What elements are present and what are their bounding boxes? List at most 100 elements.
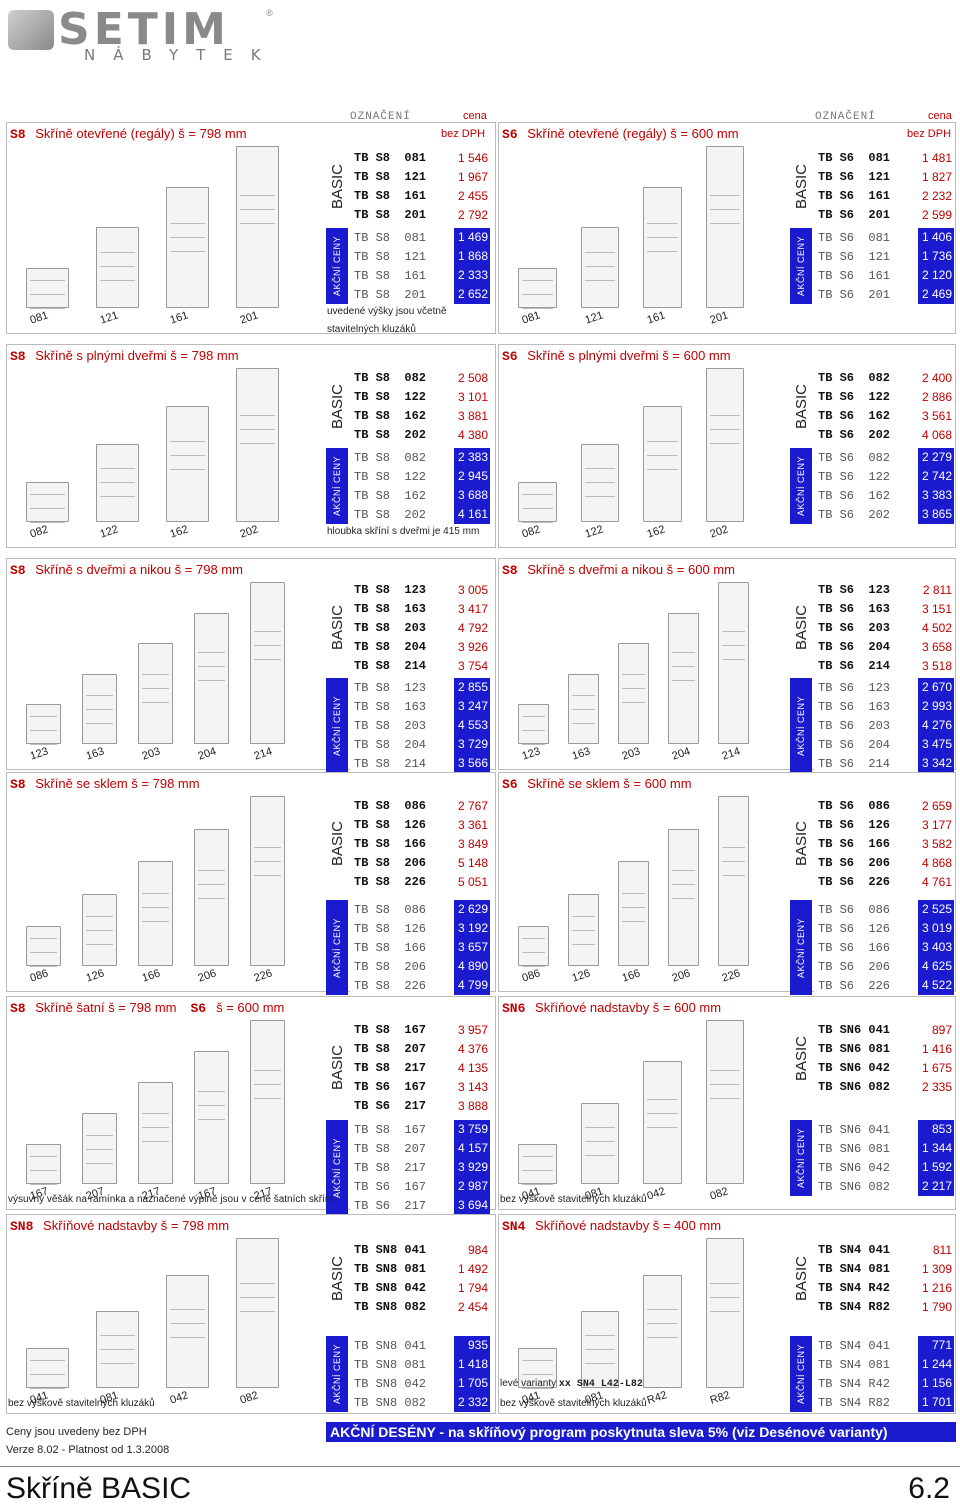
cabinet-drawing [705, 146, 745, 308]
col-header-left: OZNAČENÍ [350, 110, 411, 123]
basic-price-group: BASIC TB S6 086 2 659 TB S6 126 3 177 TB S6 1… [790, 796, 956, 891]
product-code: TB S6 202 [818, 427, 891, 442]
price-value: 3 019 [918, 919, 954, 938]
price-value: 3 729 [454, 735, 490, 754]
price-value: 4 553 [454, 716, 490, 735]
section-title: Skříně otevřené (regály) š = 600 mm [523, 126, 739, 141]
basic-label: BASIC [790, 1020, 812, 1096]
price-value: 2 792 [457, 207, 488, 222]
cabinet-drawing [250, 796, 285, 966]
section-frame [498, 996, 956, 1210]
price-value: 3 566 [454, 754, 490, 773]
product-code: TB S8 123 [354, 582, 427, 597]
price-value: 4 761 [921, 874, 952, 889]
product-code: TB S8 206 [354, 855, 427, 870]
price-value: 4 068 [921, 427, 952, 442]
akcni-label-text: AKČNÍ CENY [796, 1343, 807, 1405]
price-row-akcni: TB SN6 042 1 592 [814, 1158, 954, 1177]
product-code: TB S6 162 [814, 488, 918, 503]
basic-label-text: BASIC [792, 820, 810, 867]
price-row-akcni: TB S8 202 4 161 [350, 505, 490, 524]
product-code: TB S6 082 [814, 450, 918, 465]
price-value: 853 [918, 1120, 954, 1139]
akcni-price-group: AKČNÍ CENY TB S8 086 2 629 TB S8 126 3 192 TB… [326, 900, 492, 995]
price-value: 2 629 [454, 900, 490, 919]
price-row-basic: TB S8 121 1 967 [350, 167, 490, 186]
basic-label-text: BASIC [792, 1035, 810, 1081]
price-value: 3 475 [918, 735, 954, 754]
basic-label: BASIC [790, 368, 812, 444]
section-note: bez výškově stavitelných kluzáků [8, 1398, 155, 1409]
price-value: 3 865 [918, 505, 954, 524]
section-heading: S8 Skříně se sklem š = 798 mm [10, 776, 200, 792]
price-row-akcni: TB S6 163 2 993 [814, 697, 954, 716]
price-row-akcni: TB S6 214 3 342 [814, 754, 954, 773]
section-frame [498, 558, 956, 770]
section-note: bez výškově stavitelných kluzáků [500, 1194, 647, 1205]
product-code: TB SN6 082 [818, 1079, 891, 1094]
cabinet-drawing [26, 268, 70, 308]
product-code: TB SN4 R42 [818, 1280, 891, 1295]
price-value: 2 811 [922, 582, 952, 597]
price-row-akcni: TB S6 086 2 525 [814, 900, 954, 919]
cabinet-drawing [194, 828, 229, 966]
left-variants-note: levé varianty xx SN4 L42-L82 [500, 1378, 643, 1390]
price-row-basic: TB S6 206 4 868 [814, 853, 954, 872]
product-code: TB SN4 R82 [818, 1299, 891, 1314]
akcni-label-text: AKČNÍ CENY [796, 455, 807, 517]
col-header-note-left: bez DPH [441, 128, 485, 140]
price-value: 4 135 [457, 1060, 488, 1075]
price-row-basic: TB S8 204 3 926 [350, 637, 490, 656]
price-row-basic: TB S6 122 2 886 [814, 387, 954, 406]
section-code: S8 [10, 777, 26, 792]
section-frame [498, 344, 956, 548]
basic-price-group: BASIC TB SN8 041 984 TB SN8 081 1 492 TB SN8 … [326, 1240, 492, 1316]
price-value: 3 688 [454, 486, 490, 505]
price-value: 3 658 [921, 639, 952, 654]
cabinet-drawing [643, 1274, 682, 1388]
product-code: TB S8 203 [350, 718, 454, 733]
price-row-akcni: TB S6 162 3 383 [814, 486, 954, 505]
price-value: 1 469 [454, 228, 490, 247]
product-code: TB S8 122 [350, 469, 454, 484]
price-value: 1 156 [918, 1374, 954, 1393]
akcni-price-group: AKČNÍ CENY TB S8 081 1 469 TB S8 121 1 868 TB… [326, 228, 492, 304]
cabinet-drawing [518, 1144, 557, 1184]
cabinet-drawing [705, 1238, 745, 1388]
section-title: Skříňové nadstavby š = 600 mm [531, 1000, 722, 1015]
price-row-basic: TB S8 207 4 376 [350, 1039, 490, 1058]
price-value: 3 561 [921, 408, 952, 423]
akcni-label-text: AKČNÍ CENY [332, 455, 343, 517]
product-code: TB S8 202 [350, 507, 454, 522]
price-row-basic: TB S8 206 5 148 [350, 853, 490, 872]
product-code: TB S8 206 [350, 959, 454, 974]
section-frame [498, 772, 956, 992]
price-value: 771 [918, 1336, 954, 1355]
product-code: TB S8 162 [354, 408, 427, 423]
cabinet-drawing [96, 1311, 140, 1388]
akcni-label-text: AKČNÍ CENY [796, 235, 807, 297]
cabinet-drawing [518, 704, 549, 744]
product-code: TB S6 202 [814, 507, 918, 522]
price-value: 984 [467, 1242, 488, 1257]
section-note-2: stavitelných kluzáků [327, 324, 416, 335]
product-code: TB S6 081 [814, 230, 918, 245]
product-code: TB S6 086 [818, 798, 891, 813]
akcni-label: AKČNÍ CENY [790, 678, 812, 773]
price-row-basic: TB S8 163 3 417 [350, 599, 490, 618]
price-row-akcni: TB S6 166 3 403 [814, 938, 954, 957]
price-row-akcni: TB S8 206 4 890 [350, 957, 490, 976]
price-value: 3 759 [454, 1120, 490, 1139]
price-row-basic: TB S6 217 3 888 [350, 1096, 490, 1115]
basic-label: BASIC [326, 368, 348, 444]
product-code: TB S6 206 [814, 959, 918, 974]
product-code: TB S6 086 [814, 902, 918, 917]
price-value: 3 417 [457, 601, 488, 616]
section-title: Skříně šatní š = 798 mm [31, 1000, 177, 1015]
product-code: TB S6 203 [818, 620, 891, 635]
price-row-basic: TB S8 086 2 767 [350, 796, 490, 815]
akcni-price-group: AKČNÍ CENY TB S6 123 2 670 TB S6 163 2 993 TB… [790, 678, 956, 773]
section-frame [6, 1214, 496, 1414]
product-code: TB S6 082 [818, 370, 891, 385]
akcni-label-text: AKČNÍ CENY [332, 917, 343, 978]
